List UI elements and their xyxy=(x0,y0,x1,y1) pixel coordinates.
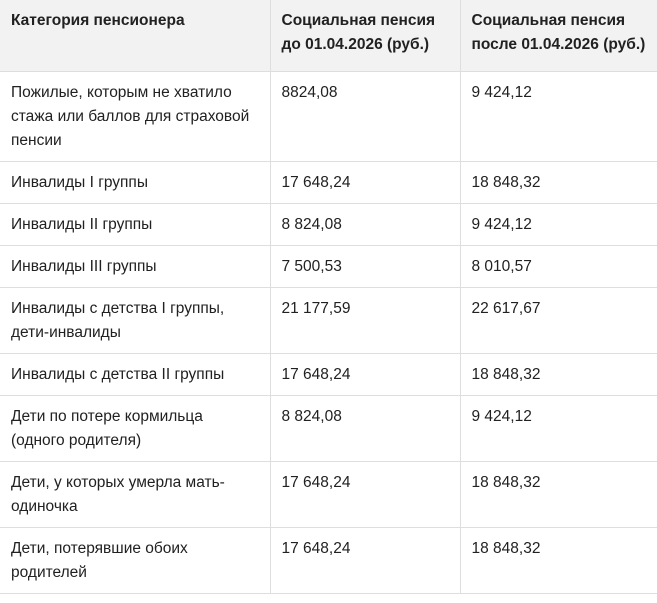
cell-category: Пожилые, которым не хватило стажа или ба… xyxy=(0,70,271,162)
table-row: Инвалиды III группы 7 500,53 8 010,57 xyxy=(0,244,657,288)
cell-category: Инвалиды с детства II группы xyxy=(0,352,271,396)
cell-pension-before: 17 648,24 xyxy=(269,160,461,204)
table-row: Пожилые, которым не хватило стажа или ба… xyxy=(0,70,657,162)
cell-pension-before: 17 648,24 xyxy=(269,526,461,594)
cell-category: Дети, у которых умерла мать-одиночка xyxy=(0,460,271,528)
cell-pension-after: 9 424,12 xyxy=(459,202,657,246)
cell-pension-before: 17 648,24 xyxy=(269,352,461,396)
header-row: Категория пенсионера Социальная пенсия д… xyxy=(0,0,657,72)
cell-category: Дети, потерявшие обоих родителей xyxy=(0,526,271,594)
cell-pension-before: 8 824,08 xyxy=(269,394,461,462)
header-category: Категория пенсионера xyxy=(0,0,271,72)
cell-pension-after: 8 010,57 xyxy=(459,244,657,288)
cell-category: Инвалиды II группы xyxy=(0,202,271,246)
header-pension-after: Социальная пенсия после 01.04.2026 (руб.… xyxy=(459,0,657,72)
cell-pension-before: 8824,08 xyxy=(269,70,461,162)
cell-pension-after: 9 424,12 xyxy=(459,70,657,162)
table-header: Категория пенсионера Социальная пенсия д… xyxy=(0,0,657,72)
cell-pension-after: 22 617,67 xyxy=(459,286,657,354)
cell-pension-after: 18 848,32 xyxy=(459,160,657,204)
table-row: Инвалиды с детства I группы, дети-инвали… xyxy=(0,286,657,354)
cell-pension-after: 18 848,32 xyxy=(459,352,657,396)
table-row: Дети, потерявшие обоих родителей 17 648,… xyxy=(0,526,657,594)
table-row: Дети, у которых умерла мать-одиночка 17 … xyxy=(0,460,657,528)
cell-pension-before: 21 177,59 xyxy=(269,286,461,354)
cell-pension-after: 18 848,32 xyxy=(459,526,657,594)
table-row: Дети по потере кормильца (одного родител… xyxy=(0,394,657,462)
cell-category: Инвалиды III группы xyxy=(0,244,271,288)
cell-category: Дети по потере кормильца (одного родител… xyxy=(0,394,271,462)
table-body: Пожилые, которым не хватило стажа или ба… xyxy=(0,70,657,594)
table-row: Инвалиды I группы 17 648,24 18 848,32 xyxy=(0,160,657,204)
cell-pension-after: 18 848,32 xyxy=(459,460,657,528)
cell-pension-before: 17 648,24 xyxy=(269,460,461,528)
cell-pension-before: 8 824,08 xyxy=(269,202,461,246)
table-row: Инвалиды II группы 8 824,08 9 424,12 xyxy=(0,202,657,246)
cell-pension-after: 9 424,12 xyxy=(459,394,657,462)
header-pension-before: Социальная пенсия до 01.04.2026 (руб.) xyxy=(269,0,461,72)
cell-category: Инвалиды I группы xyxy=(0,160,271,204)
cell-category: Инвалиды с детства I группы, дети-инвали… xyxy=(0,286,271,354)
cell-pension-before: 7 500,53 xyxy=(269,244,461,288)
table-row: Инвалиды с детства II группы 17 648,24 1… xyxy=(0,352,657,396)
